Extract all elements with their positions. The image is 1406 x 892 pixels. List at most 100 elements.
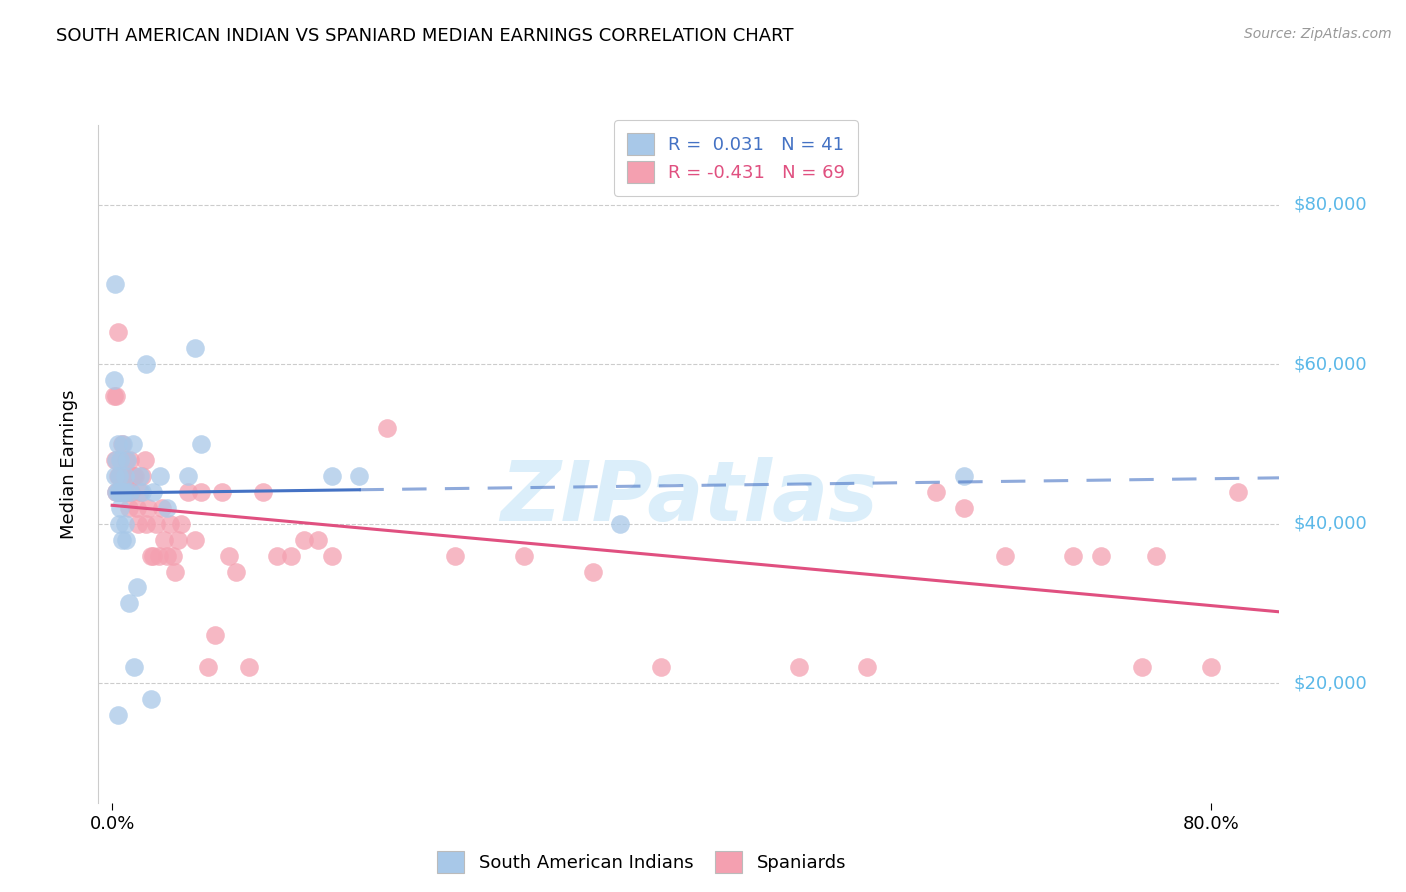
Point <box>136 500 159 515</box>
Point <box>131 468 153 483</box>
Point <box>110 484 132 499</box>
Point <box>128 484 150 499</box>
Point <box>139 692 162 706</box>
Point <box>105 484 128 499</box>
Point <box>925 484 948 499</box>
Y-axis label: Median Earnings: Median Earnings <box>59 389 77 539</box>
Point <box>117 484 139 499</box>
Point <box>142 484 165 499</box>
Text: SOUTH AMERICAN INDIAN VS SPANIARD MEDIAN EARNINGS CORRELATION CHART: SOUTH AMERICAN INDIAN VS SPANIARD MEDIAN… <box>56 27 794 45</box>
Point <box>294 533 316 547</box>
Point <box>111 437 134 451</box>
Point <box>204 628 226 642</box>
Point <box>105 389 128 403</box>
Point <box>153 533 176 547</box>
Point <box>103 389 125 403</box>
Point <box>1227 484 1250 499</box>
Point <box>115 533 138 547</box>
Point <box>111 484 134 499</box>
Point <box>105 453 128 467</box>
Point <box>176 468 198 483</box>
Point <box>108 468 131 483</box>
Point <box>125 500 148 515</box>
Legend: South American Indians, Spaniards: South American Indians, Spaniards <box>429 842 855 882</box>
Point <box>444 549 467 563</box>
Point <box>266 549 288 563</box>
Point <box>218 549 240 563</box>
Point <box>307 533 329 547</box>
Text: ZIPatlas: ZIPatlas <box>501 458 877 538</box>
Point <box>135 357 157 371</box>
Point <box>994 549 1017 563</box>
Point <box>149 468 172 483</box>
Point <box>856 660 879 674</box>
Point <box>112 468 135 483</box>
Point <box>139 549 162 563</box>
Point <box>176 484 198 499</box>
Point <box>114 468 136 483</box>
Point <box>1199 660 1222 674</box>
Point <box>159 516 181 531</box>
Point <box>108 468 131 483</box>
Point <box>1090 549 1112 563</box>
Point <box>124 468 146 483</box>
Point <box>135 516 157 531</box>
Point <box>183 341 205 355</box>
Point <box>321 549 343 563</box>
Point <box>321 468 343 483</box>
Point <box>110 500 132 515</box>
Point <box>121 468 143 483</box>
Point <box>280 549 302 563</box>
Point <box>375 421 398 435</box>
Point <box>127 516 149 531</box>
Point <box>145 516 167 531</box>
Point <box>112 437 135 451</box>
Point <box>952 468 974 483</box>
Text: Source: ZipAtlas.com: Source: ZipAtlas.com <box>1244 27 1392 41</box>
Point <box>107 484 129 499</box>
Point <box>167 533 190 547</box>
Point <box>117 453 139 467</box>
Point <box>156 500 179 515</box>
Point <box>1062 549 1084 563</box>
Point <box>104 468 127 483</box>
Point <box>1130 660 1153 674</box>
Text: $80,000: $80,000 <box>1294 195 1367 214</box>
Point <box>131 484 153 499</box>
Point <box>121 437 143 451</box>
Point <box>252 484 274 499</box>
Point <box>238 660 260 674</box>
Point <box>120 484 142 499</box>
Point <box>150 500 173 515</box>
Point <box>513 549 536 563</box>
Text: $40,000: $40,000 <box>1294 515 1367 533</box>
Point <box>190 437 212 451</box>
Point <box>225 565 247 579</box>
Point <box>108 484 131 499</box>
Point <box>349 468 371 483</box>
Point <box>183 533 205 547</box>
Point <box>107 468 129 483</box>
Point <box>105 484 128 499</box>
Point <box>115 484 138 499</box>
Point <box>117 596 139 610</box>
Point <box>165 565 187 579</box>
Point <box>197 660 219 674</box>
Text: $60,000: $60,000 <box>1294 355 1367 373</box>
Point <box>190 484 212 499</box>
Point <box>112 484 135 499</box>
Point <box>162 549 184 563</box>
Point <box>115 453 138 467</box>
Point <box>148 549 170 563</box>
Point <box>952 500 974 515</box>
Point <box>134 453 156 467</box>
Point <box>582 565 605 579</box>
Point <box>114 484 136 499</box>
Point <box>118 453 141 467</box>
Point <box>125 581 148 595</box>
Point <box>111 533 134 547</box>
Point <box>107 325 129 339</box>
Point <box>211 484 233 499</box>
Point <box>117 500 139 515</box>
Point <box>787 660 810 674</box>
